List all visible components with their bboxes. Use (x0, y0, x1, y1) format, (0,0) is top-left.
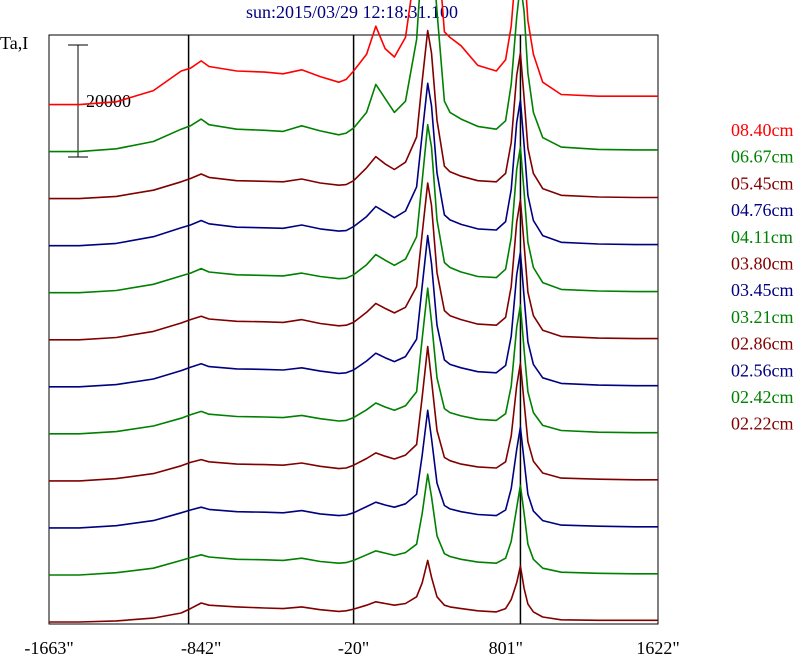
series-line-02.22cm (49, 559, 658, 623)
x-tick-labels: -1663" -842" -20" 801" 1622" (24, 638, 679, 658)
series-line-02.42cm (49, 473, 658, 576)
series-line-03.21cm (49, 287, 658, 435)
x-tick-label: -842" (181, 638, 221, 658)
x-tick-label: -20" (338, 638, 369, 658)
legend-entry: 02.42cm (731, 387, 794, 407)
series-line-02.86cm (49, 345, 658, 482)
legend-entry: 06.67cm (731, 147, 794, 167)
series-line-03.80cm (49, 182, 658, 341)
legend-entry: 03.80cm (731, 254, 794, 274)
legend: 08.40cm 06.67cm 05.45cm 04.76cm 04.11cm 03.80… (731, 120, 794, 434)
x-tick-label: 801" (489, 638, 523, 658)
x-tick-label: -1663" (24, 638, 73, 658)
y-axis-label: Ta,I (0, 33, 28, 53)
reference-lines (187, 35, 522, 624)
legend-entry: 03.45cm (731, 280, 794, 300)
legend-entry: 04.11cm (731, 227, 793, 247)
legend-entry: 08.40cm (731, 120, 794, 140)
legend-entry: 05.45cm (731, 173, 794, 193)
series-line-06.67cm (49, 0, 658, 153)
legend-entry: 02.22cm (731, 414, 794, 434)
legend-entry: 03.21cm (731, 307, 794, 327)
scale-bar: 20000 (68, 44, 131, 158)
x-tick-label: 1622" (636, 638, 679, 658)
series-line-04.11cm (49, 123, 658, 294)
series-group (49, 0, 658, 623)
series-line-05.45cm (49, 29, 658, 200)
series-line-02.56cm (49, 409, 658, 529)
chart-title: sun:2015/03/29 12:18:31.100 (246, 2, 458, 22)
scale-bar-label: 20000 (86, 91, 131, 111)
series-line-03.45cm (49, 234, 658, 388)
legend-entry: 02.86cm (731, 334, 794, 354)
series-line-08.40cm (49, 0, 658, 106)
legend-entry: 02.56cm (731, 360, 794, 380)
series-line-04.76cm (49, 82, 658, 247)
legend-entry: 04.76cm (731, 200, 794, 220)
